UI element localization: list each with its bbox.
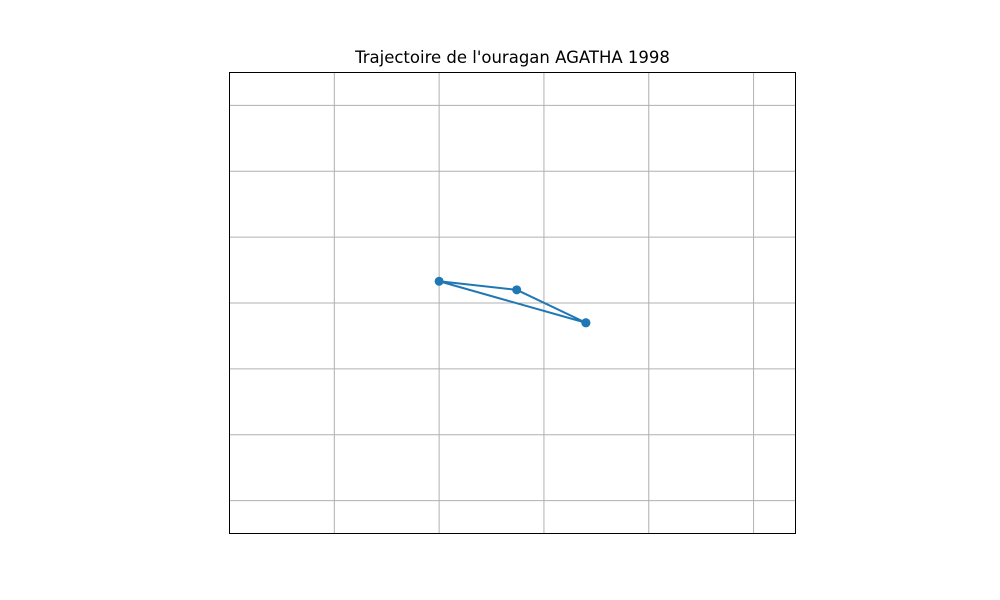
chart-title: Trajectoire de l'ouragan AGATHA 1998 bbox=[355, 48, 670, 67]
series-line bbox=[438, 280, 587, 324]
track-point bbox=[581, 318, 591, 328]
series-layer bbox=[434, 276, 591, 328]
track-point bbox=[512, 285, 522, 295]
plot-frame bbox=[229, 72, 796, 534]
track-point bbox=[434, 276, 444, 286]
